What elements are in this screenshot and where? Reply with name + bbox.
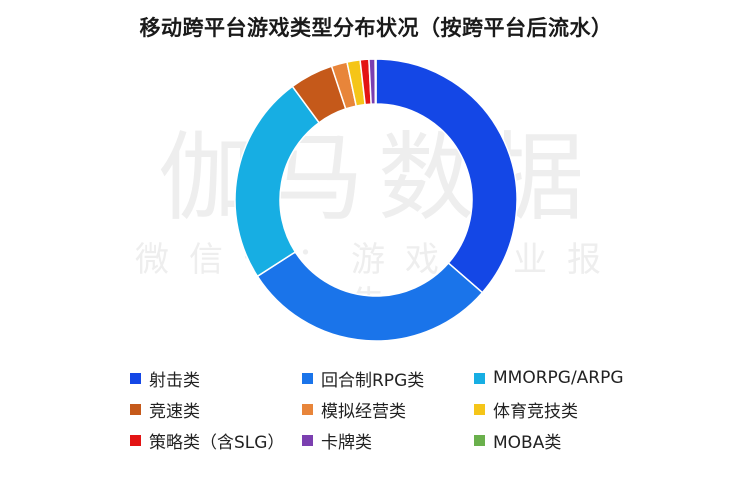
- legend-swatch: [302, 434, 313, 446]
- legend-label: 模拟经营类: [321, 401, 406, 422]
- legend-swatch: [474, 372, 485, 384]
- donut-slice-2: [234, 85, 321, 278]
- chart-title: 移动跨平台游戏类型分布状况（按跨平台后流水）: [139, 16, 613, 40]
- legend-item: 模拟经营类: [302, 399, 474, 422]
- donut-slice-8: [374, 58, 377, 105]
- legend-item: 回合制RPG类: [302, 368, 474, 391]
- legend-label: 竞速类: [149, 401, 200, 422]
- legend-swatch: [130, 434, 141, 446]
- legend-label: 射击类: [149, 370, 200, 391]
- legend: 射击类 回合制RPG类 MMORPG/ARPG 竞速类 模拟经营类 体育竞技类策略类（含S…: [130, 368, 650, 453]
- legend-label: 体育竞技类: [493, 401, 578, 422]
- legend-swatch: [302, 372, 313, 384]
- donut-slice-0: [375, 58, 518, 294]
- legend-swatch: [474, 434, 485, 446]
- legend-item: 策略类（含SLG）: [130, 430, 302, 453]
- legend-item: 卡牌类: [302, 430, 474, 453]
- legend-swatch: [474, 403, 485, 415]
- legend-swatch: [302, 403, 313, 415]
- legend-label: MMORPG/ARPG: [493, 368, 624, 388]
- legend-item: 射击类: [130, 368, 302, 391]
- legend-label: MOBA类: [493, 432, 562, 453]
- legend-swatch: [130, 403, 141, 415]
- legend-label: 卡牌类: [321, 432, 372, 453]
- legend-item: 体育竞技类: [474, 399, 650, 422]
- donut-slices: [234, 58, 518, 342]
- legend-swatch: [130, 372, 141, 384]
- donut-slice-1: [256, 250, 484, 342]
- legend-item: MOBA类: [474, 430, 650, 453]
- legend-label: 回合制RPG类: [321, 370, 425, 391]
- legend-item: 竞速类: [130, 399, 302, 422]
- legend-item: MMORPG/ARPG: [474, 368, 650, 388]
- legend-label: 策略类（含SLG）: [149, 432, 285, 453]
